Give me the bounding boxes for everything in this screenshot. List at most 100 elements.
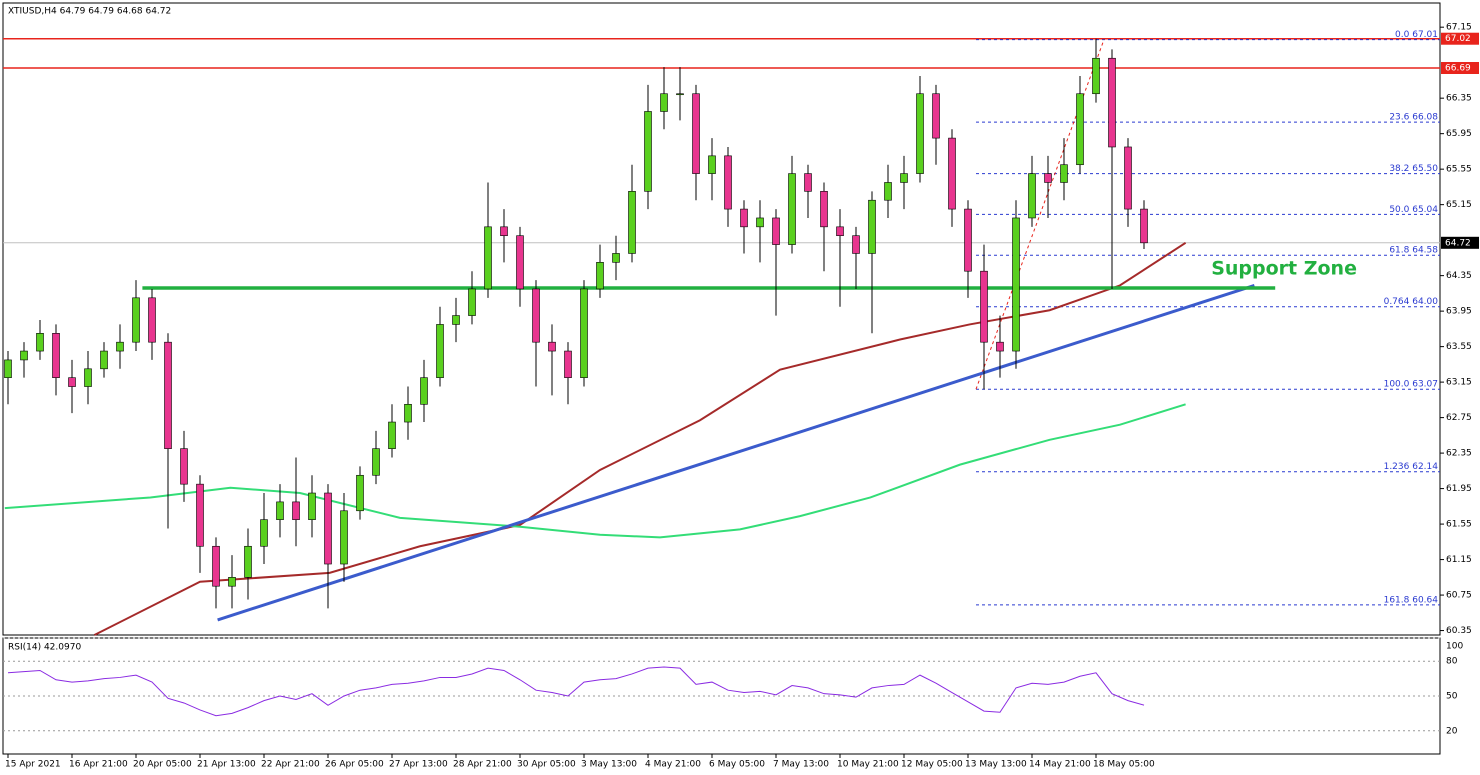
candle-body (468, 288, 476, 316)
candle-body (916, 93, 924, 174)
y-tick-label: 61.55 (1446, 520, 1472, 530)
fib-label: 50.0 65.04 (1389, 205, 1438, 215)
x-tick-label: 16 Apr 21:00 (69, 760, 128, 770)
candle-body (388, 421, 396, 449)
x-tick-label: 22 Apr 21:00 (261, 760, 320, 770)
price-tag (1441, 62, 1479, 74)
price-tag-label: 67.02 (1445, 34, 1471, 44)
candle-body (772, 217, 780, 245)
candle-body (884, 182, 892, 201)
candle-body (244, 545, 252, 578)
fib-label: 161.8 60.64 (1384, 595, 1439, 605)
fib-label: 61.8 64.58 (1389, 246, 1438, 256)
candle-body (868, 199, 876, 254)
candle-body (708, 155, 716, 174)
y-tick-label: 60.35 (1446, 626, 1472, 636)
current-price-label: 64.72 (1445, 238, 1471, 248)
x-tick-label: 10 May 21:00 (837, 760, 899, 770)
x-tick-label: 27 Apr 13:00 (389, 760, 448, 770)
candle-body (932, 93, 940, 139)
y-tick-label: 61.15 (1446, 555, 1472, 565)
candle-body (548, 341, 556, 352)
candle-body (756, 217, 764, 228)
candle-body (852, 235, 860, 254)
candle-body (740, 208, 748, 228)
fib-label: 38.2 65.50 (1389, 164, 1438, 174)
y-tick-label: 60.75 (1446, 591, 1472, 601)
moving-average (93, 241, 1187, 636)
candle-body (404, 403, 412, 423)
candle-body (148, 297, 156, 343)
x-tick-label: 26 Apr 05:00 (325, 760, 384, 770)
current-price-tag (1441, 236, 1479, 249)
x-tick-label: 15 Apr 2021 (5, 760, 61, 770)
price-tag-label: 66.69 (1445, 64, 1471, 74)
candle-body (724, 155, 732, 210)
fib-anchor (975, 39, 1105, 390)
candle-body (516, 235, 524, 290)
candle-body (1124, 146, 1132, 210)
candle-body (900, 173, 908, 183)
candle-body (964, 208, 972, 272)
y-tick-label: 61.95 (1446, 484, 1472, 494)
support-label: Support Zone (1211, 258, 1357, 280)
candle-body (1140, 208, 1148, 244)
candle-body (292, 501, 300, 520)
y-tick-label: 62.35 (1446, 449, 1472, 459)
candle-body (212, 545, 220, 587)
candle-body (100, 350, 108, 370)
x-tick-label: 20 Apr 05:00 (133, 760, 192, 770)
candle-body (1092, 57, 1100, 95)
candle-body (980, 270, 988, 343)
y-tick-label: 63.95 (1446, 307, 1472, 317)
x-tick-label: 6 May 05:00 (709, 760, 765, 770)
candle-body (1108, 57, 1116, 148)
fib-label: 1.236 62.14 (1384, 462, 1439, 472)
y-tick-label: 63.15 (1446, 378, 1472, 388)
candle-body (20, 350, 28, 361)
candle-body (836, 226, 844, 237)
candle-body (644, 111, 652, 192)
candle-body (532, 288, 540, 343)
candle-body (84, 368, 92, 387)
candle-body (132, 297, 140, 343)
candle-body (308, 492, 316, 520)
y-tick-label: 64.35 (1446, 271, 1472, 281)
candle-body (356, 474, 364, 512)
candle-body (196, 483, 204, 547)
trendline (217, 283, 1255, 622)
candle-body (4, 359, 12, 378)
candle-body (820, 191, 828, 228)
candle-body (804, 173, 812, 192)
candle-body (692, 93, 700, 174)
fib-label: 23.6 66.08 (1389, 113, 1438, 123)
candle-body (788, 173, 796, 245)
fib-label: 0.0 67.01 (1395, 30, 1438, 40)
y-tick-label: 63.55 (1446, 342, 1472, 352)
chart-title: XTIUSD,H4 64.79 64.79 64.68 64.72 (8, 7, 171, 17)
candle-body (1012, 217, 1020, 352)
candle-body (660, 93, 668, 112)
price-tag (1441, 32, 1479, 45)
y-tick-label: 67.15 (1446, 23, 1472, 33)
candle-body (52, 333, 60, 378)
x-tick-label: 28 Apr 21:00 (453, 760, 512, 770)
y-tick-label: 65.95 (1446, 129, 1472, 139)
candle-body (36, 333, 44, 352)
rsi-tick-label: 100 (1446, 642, 1463, 652)
candle-body (500, 226, 508, 237)
rsi-line (7, 666, 1145, 717)
candle-body (452, 315, 460, 325)
candle-body (1044, 173, 1052, 183)
x-tick-label: 21 Apr 13:00 (197, 760, 256, 770)
fib-label: 0.764 64.00 (1384, 297, 1439, 307)
candle-body (1076, 93, 1084, 166)
y-tick-label: 65.15 (1446, 200, 1472, 210)
candle-body (1060, 164, 1068, 183)
candle-body (436, 324, 444, 378)
candle-body (372, 448, 380, 476)
candle-body (612, 253, 620, 263)
fib-label: 100.0 63.07 (1384, 380, 1438, 390)
candle-body (996, 341, 1004, 352)
x-tick-label: 4 May 21:00 (645, 760, 701, 770)
